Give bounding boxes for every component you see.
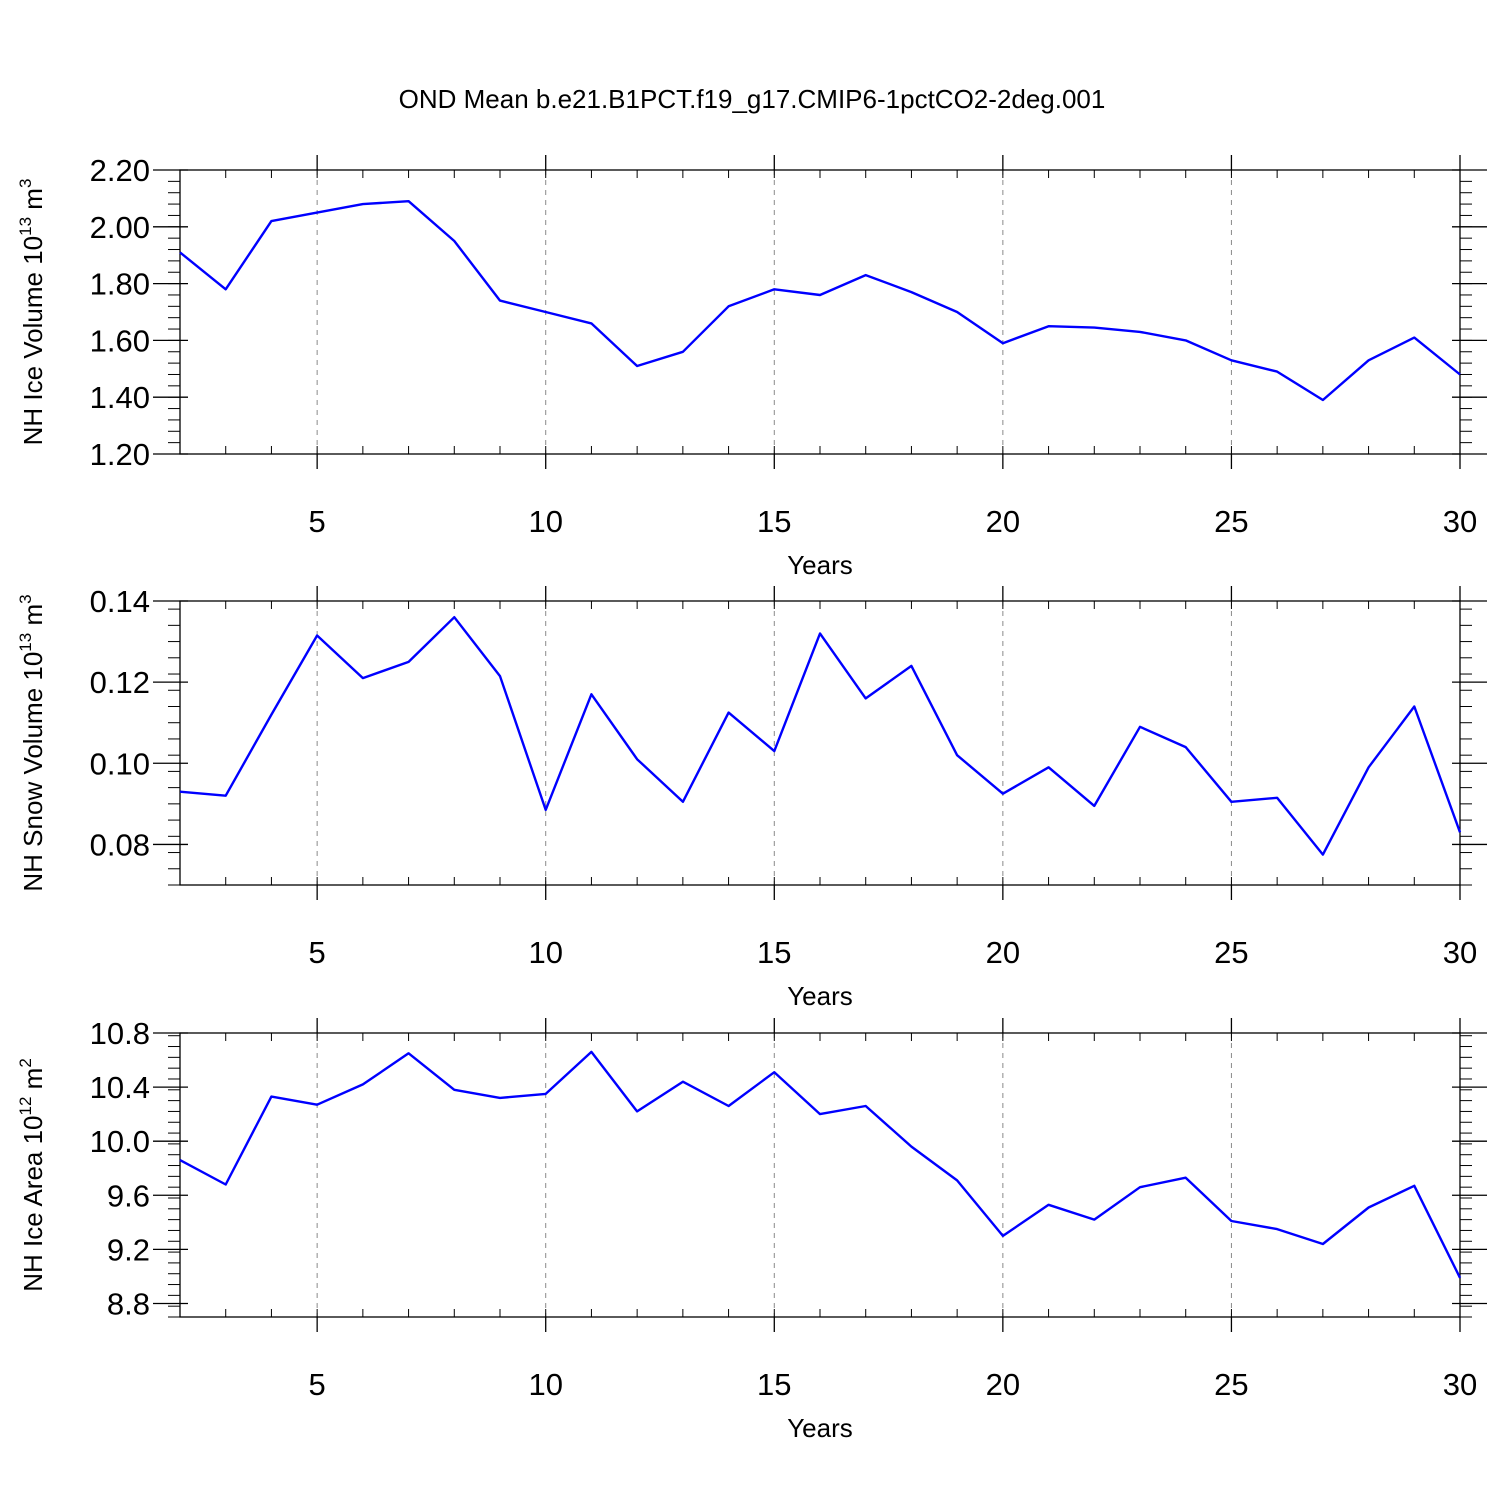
ylabel-text: NH Snow Volume 10 — [18, 652, 48, 892]
ylabel-unit-exponent: 3 — [16, 594, 35, 603]
ylabel-exponent: 13 — [16, 633, 35, 652]
x-tick-label: 15 — [757, 935, 791, 970]
panel-2: 5 10 15 20 25 30 0.08 0.10 0.12 0.14 Years NH Snow … — [16, 584, 1487, 1011]
panel-3: 5 10 15 20 25 30 8.8 9.2 9.6 10.0 10.4 10.8 Years NH … — [16, 1016, 1487, 1443]
ylabel-unit: m — [18, 188, 48, 217]
x-axis-label: Years — [787, 1413, 853, 1443]
x-tick-label: 15 — [757, 1367, 791, 1402]
x-tick-label: 10 — [528, 935, 562, 970]
y-tick-label: 1.80 — [90, 267, 150, 302]
x-tick-label: 5 — [309, 1367, 326, 1402]
y-axis-label: NH Ice Area 1012 m2 — [16, 1058, 48, 1292]
ylabel-unit-exponent: 2 — [16, 1058, 35, 1067]
x-tick-label: 20 — [986, 935, 1020, 970]
plot-frame — [179, 169, 1461, 455]
x-tick-label: 25 — [1214, 1367, 1248, 1402]
y-tick-label: 0.14 — [90, 584, 150, 619]
y-tick-label: 10.8 — [90, 1016, 150, 1051]
ylabel-text: NH Ice Volume 10 — [18, 236, 48, 446]
y-tick-label: 1.40 — [90, 380, 150, 415]
y-tick-label: 9.6 — [107, 1178, 150, 1213]
x-axis-label: Years — [787, 981, 853, 1011]
y-tick-label: 0.12 — [90, 665, 150, 700]
ylabel-unit: m — [18, 1068, 48, 1097]
y-tick-label: 8.8 — [107, 1286, 150, 1321]
x-tick-label: 5 — [309, 504, 326, 539]
x-tick-label: 10 — [528, 504, 562, 539]
ylabel-text: NH Ice Area 10 — [18, 1115, 48, 1291]
x-tick-label: 30 — [1443, 935, 1477, 970]
x-tick-label: 20 — [986, 1367, 1020, 1402]
x-tick-label: 10 — [528, 1367, 562, 1402]
y-axis-label: NH Snow Volume 1013 m3 — [16, 594, 48, 891]
y-tick-label: 2.20 — [90, 153, 150, 188]
x-tick-label: 15 — [757, 504, 791, 539]
series-line — [179, 1050, 1462, 1279]
series-line — [179, 616, 1462, 856]
series-line — [179, 199, 1461, 402]
ylabel-exponent: 12 — [16, 1097, 35, 1116]
x-tick-label: 25 — [1214, 504, 1248, 539]
y-tick-label: 2.00 — [90, 210, 150, 245]
x-tick-label: 20 — [986, 504, 1020, 539]
panel-1: 5 10 15 20 25 30 1.20 1.40 1.60 1.80 2.00 2.20 Years… — [16, 153, 1487, 580]
y-tick-label: 0.10 — [90, 746, 150, 781]
x-tick-label: 5 — [309, 935, 326, 970]
figure-title: OND Mean b.e21.B1PCT.f19_g17.CMIP6-1pctC… — [399, 84, 1106, 114]
y-tick-label: 1.20 — [90, 437, 150, 472]
x-tick-label: 30 — [1443, 1367, 1477, 1402]
y-tick-label: 1.60 — [90, 323, 150, 358]
ylabel-exponent: 13 — [16, 217, 35, 236]
x-tick-label: 25 — [1214, 935, 1248, 970]
ylabel-unit: m — [18, 604, 48, 633]
ylabel-unit-exponent: 3 — [16, 179, 35, 188]
panels: 5 10 15 20 25 301.201.401.601.802.002.20Years… — [16, 153, 1487, 1443]
x-tick-label: 30 — [1443, 504, 1477, 539]
y-tick-label: 0.08 — [90, 827, 150, 862]
y-tick-label: 9.2 — [107, 1232, 150, 1267]
y-tick-label: 10.0 — [90, 1124, 150, 1159]
x-axis-label: Years — [787, 550, 853, 580]
plot-frame — [179, 1032, 1461, 1318]
y-tick-label: 10.4 — [90, 1070, 150, 1105]
y-axis-label: NH Ice Volume 1013 m3 — [16, 179, 48, 446]
plot-frame — [179, 600, 1461, 886]
